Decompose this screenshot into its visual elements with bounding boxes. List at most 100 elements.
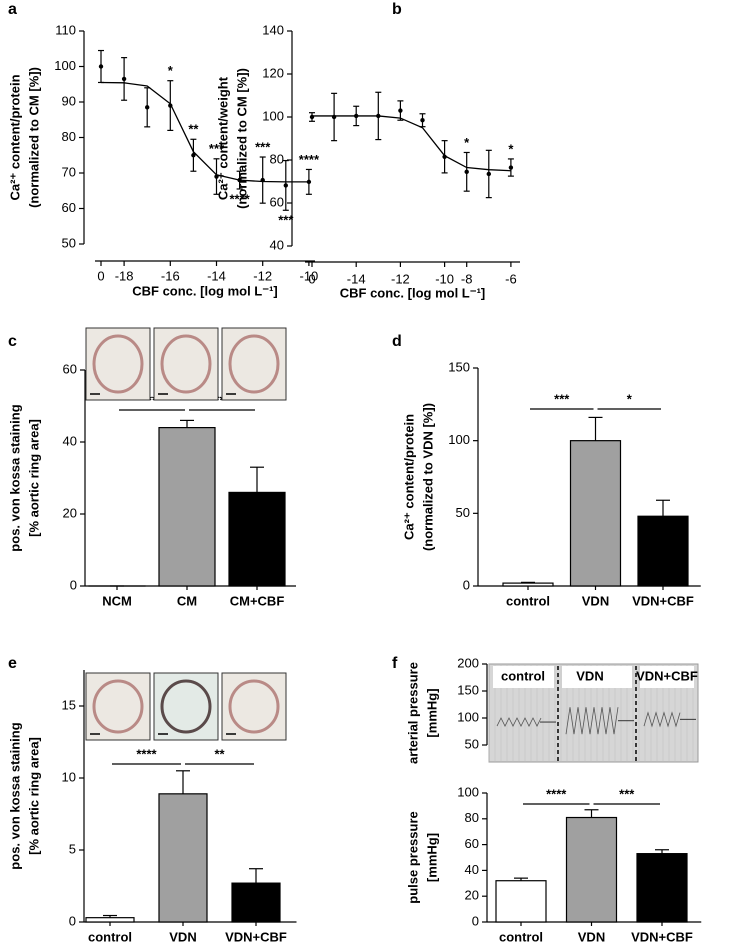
x-tick-label: -8 — [461, 271, 473, 286]
y-tick-label: 0 — [463, 577, 470, 592]
data-point — [306, 179, 312, 185]
pressure-waveform — [565, 707, 619, 735]
y-axis-label: Ca²⁺ content/weight — [215, 76, 230, 200]
x-tick-label: control — [499, 929, 543, 944]
bar — [569, 440, 622, 587]
data-point — [309, 114, 315, 120]
y-tick-label: 10 — [62, 769, 76, 784]
x-tick-label: -10 — [435, 271, 454, 286]
trace-segment-label: VDN+CBF — [636, 668, 698, 683]
bar — [495, 880, 547, 923]
y-tick-label: 40 — [63, 433, 77, 448]
x-tick-label: NCM — [102, 593, 132, 608]
pressure-waveform — [643, 711, 681, 728]
y-axis-label: Ca²⁺ content/protein — [7, 74, 22, 200]
significance-label: * — [168, 63, 174, 78]
fit-curve — [312, 115, 511, 172]
data-point — [260, 177, 265, 183]
x-tick-label: -14 — [347, 271, 366, 286]
y-axis-label: [mmHg] — [424, 688, 439, 737]
y-axis-label: [mmHg] — [424, 833, 439, 882]
significance-label: *** — [255, 139, 271, 154]
trace-label-box — [640, 666, 694, 688]
y-tick-label: 0 — [69, 913, 76, 928]
x-tick-label: control — [506, 593, 550, 608]
x-tick-label: VDN — [578, 929, 605, 944]
y-tick-label: 15 — [62, 697, 76, 712]
histology-image — [221, 672, 287, 741]
y-axis-label: pulse pressure — [405, 811, 420, 904]
y-tick-label: 0 — [472, 913, 479, 928]
data-point — [464, 169, 469, 175]
trace-label-box — [562, 666, 632, 688]
panel-letter: f — [392, 655, 398, 672]
significance-label: *** — [554, 391, 570, 406]
data-point — [214, 174, 219, 179]
significance-label: * — [508, 141, 514, 156]
y-tick-label: 60 — [63, 361, 77, 376]
pressure-waveform — [496, 717, 542, 728]
trace-label-box — [493, 666, 554, 688]
data-point — [420, 118, 425, 123]
y-tick-label: 80 — [62, 129, 76, 144]
data-point — [354, 113, 359, 119]
x-tick-label: -6 — [505, 271, 517, 286]
x-tick-label: -12 — [253, 268, 272, 283]
aortic-ring — [160, 679, 212, 734]
x-tick-label: VDN+CBF — [632, 593, 694, 608]
significance-label: ** — [188, 122, 199, 137]
bar — [158, 427, 216, 587]
y-tick-label: 60 — [465, 836, 479, 851]
x-tick-label: control — [88, 929, 132, 944]
aortic-ring — [92, 334, 144, 394]
x-tick-label: VDN — [169, 929, 196, 944]
histology-image — [153, 672, 219, 741]
bar — [502, 582, 554, 587]
y-tick-label: 70 — [62, 164, 76, 179]
bar — [636, 853, 688, 923]
y-tick-label: 20 — [465, 888, 479, 903]
y-axis-label: (normalized to CM [%]) — [26, 67, 41, 208]
bar — [228, 491, 286, 587]
x-axis-label: CBF conc. [log mol L⁻¹] — [340, 285, 486, 300]
y-axis-label: (normalized to CM [%]) — [234, 68, 249, 209]
significance-label: ** — [214, 746, 225, 761]
data-point — [376, 113, 381, 119]
y-tick-label: 200 — [457, 655, 479, 670]
bar — [231, 882, 281, 923]
x-tick-label: -14 — [207, 268, 226, 283]
histology-image — [153, 327, 219, 401]
histology-image — [221, 327, 287, 401]
panel-letter: b — [392, 1, 402, 18]
significance-label: *** — [619, 786, 635, 801]
bar — [565, 816, 618, 923]
x-tick-label: 0 — [308, 271, 315, 286]
data-point — [508, 165, 514, 170]
data-point — [191, 153, 196, 158]
panel-letter: a — [8, 1, 17, 18]
y-tick-label: 100 — [457, 784, 479, 799]
histology-image — [85, 327, 151, 401]
x-tick-label: -10 — [300, 268, 319, 283]
y-tick-label: 100 — [448, 432, 470, 447]
significance-label: * — [627, 391, 633, 406]
fit-curve — [100, 81, 309, 183]
histology-image — [85, 672, 151, 741]
x-axis-label: CBF conc. [log mol L⁻¹] — [132, 283, 278, 298]
significance-label: * — [464, 135, 470, 150]
y-axis-label: Ca²⁺ content/protein — [401, 414, 416, 540]
bar — [637, 515, 689, 587]
y-tick-label: 80 — [270, 151, 284, 166]
y-tick-label: 0 — [70, 577, 77, 592]
significance-label: **** — [546, 786, 567, 801]
y-tick-label: 5 — [69, 841, 76, 856]
y-tick-label: 50 — [465, 736, 479, 751]
y-tick-label: 20 — [63, 505, 77, 520]
y-tick-label: 110 — [55, 22, 76, 37]
y-tick-label: 60 — [62, 200, 76, 215]
y-axis-label: [% aortic ring area] — [26, 737, 41, 855]
y-tick-label: 100 — [262, 108, 284, 123]
bar — [85, 917, 135, 923]
data-point — [486, 171, 491, 177]
